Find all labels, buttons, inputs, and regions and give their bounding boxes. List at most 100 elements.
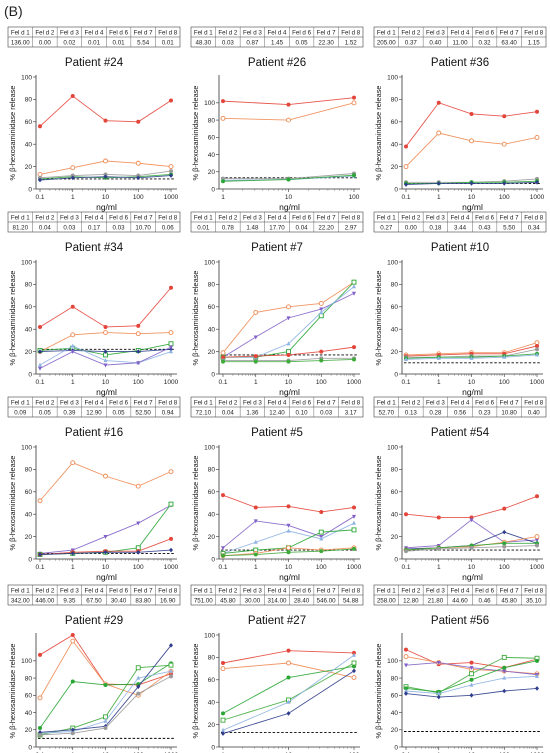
table-value-cell: 258.00 xyxy=(377,598,396,605)
data-point xyxy=(136,521,141,526)
data-point xyxy=(286,660,291,666)
data-point xyxy=(286,359,291,364)
table-header-cell: Fel d 1 xyxy=(194,400,213,407)
x-axis-label: ng/ml xyxy=(279,387,300,397)
data-point xyxy=(168,662,174,668)
table-value-cell: 0.87 xyxy=(246,40,259,47)
data-point xyxy=(221,711,225,716)
y-tick-label: 80 xyxy=(25,675,33,682)
table-value-cell: 0.40 xyxy=(528,410,541,417)
table-value-cell: 1.52 xyxy=(345,40,358,47)
data-point xyxy=(404,688,408,693)
table-value-cell: 0.40 xyxy=(429,40,442,47)
y-tick-label: 80 xyxy=(25,467,33,474)
data-point xyxy=(436,130,442,136)
data-point xyxy=(70,731,75,736)
table-header-cell: Fel d 8 xyxy=(524,400,543,407)
table-value-cell: 751.00 xyxy=(194,598,213,605)
table-header-cell: Fel d 2 xyxy=(35,215,54,222)
x-tick-label: 1 xyxy=(221,194,225,201)
data-point xyxy=(70,165,76,171)
data-point xyxy=(502,506,507,511)
table-value-cell: 0.04 xyxy=(296,225,309,232)
table-header-cell: Fel d 8 xyxy=(524,30,543,37)
y-tick-label: 20 xyxy=(208,722,216,729)
table-header-cell: Fel d 1 xyxy=(11,30,30,37)
y-tick-label: 0 xyxy=(211,744,215,751)
data-point xyxy=(169,668,173,673)
data-point xyxy=(286,528,291,533)
table-value-cell: 0.00 xyxy=(39,40,52,47)
data-point xyxy=(404,357,408,362)
chart-panel: Fel d 1 751.00 Fel d 2 45.80 Fel d 3 30.00 Fel… xyxy=(190,584,364,753)
y-tick-label: 60 xyxy=(208,489,216,496)
table-value-cell: 63.40 xyxy=(501,40,517,47)
data-point xyxy=(221,99,225,104)
table-value-cell: 0.17 xyxy=(88,225,101,232)
data-point xyxy=(502,688,507,694)
y-tick-label: 80 xyxy=(208,117,216,124)
data-point xyxy=(221,731,225,736)
y-tick-label: 100 xyxy=(387,259,398,266)
chart-title: Patient #27 xyxy=(248,615,306,627)
table-header-cell: Fel d 2 xyxy=(401,400,420,407)
data-point xyxy=(436,515,441,520)
data-point xyxy=(169,547,173,553)
y-tick-label: 80 xyxy=(391,467,399,474)
table-header-cell: Fel d 4 xyxy=(85,588,104,595)
table-value-cell: 136.00 xyxy=(11,40,30,47)
y-tick-label: 40 xyxy=(25,327,33,334)
data-point xyxy=(253,552,258,557)
data-point xyxy=(169,643,173,648)
data-point xyxy=(103,718,108,723)
table-header-cell: Fel d 6 xyxy=(109,588,128,595)
data-point xyxy=(253,335,258,340)
table-header-cell: Fel d 3 xyxy=(426,588,445,595)
table-value-cell: 0.05 xyxy=(113,410,126,417)
table-header-cell: Fel d 2 xyxy=(218,215,237,222)
series-line xyxy=(223,286,355,358)
table-value-cell: 0.32 xyxy=(479,40,492,47)
data-point xyxy=(535,658,539,663)
table-header-cell: Fel d 3 xyxy=(60,30,79,37)
data-point xyxy=(221,727,225,732)
y-axis-label: % β-hexosaminidase release xyxy=(8,270,17,365)
table-value-cell: 0.09 xyxy=(14,410,27,417)
data-point xyxy=(469,138,474,144)
y-tick-label: 80 xyxy=(391,97,399,104)
data-point xyxy=(502,675,507,680)
table-value-cell: 16.90 xyxy=(160,598,176,605)
y-axis-label: % β-hexosaminidase release xyxy=(191,270,200,365)
chart-panel: Fel d 1 0.01 Fel d 2 0.78 Fel d 3 1.48 Fel d 4… xyxy=(190,211,364,397)
y-tick-label: 40 xyxy=(25,142,33,149)
data-point xyxy=(136,361,141,366)
table-header-cell: Fel d 4 xyxy=(451,400,470,407)
table-value-cell: 5.54 xyxy=(137,40,150,47)
table-value-cell: 30.00 xyxy=(245,598,261,605)
data-point xyxy=(502,665,507,670)
data-point xyxy=(70,175,75,181)
table-value-cell: 0.01 xyxy=(162,40,175,47)
table-header-cell: Fel d 2 xyxy=(35,400,54,407)
y-tick-label: 80 xyxy=(391,675,399,682)
data-point xyxy=(286,341,291,346)
table-value-cell: 12.90 xyxy=(86,410,102,417)
data-point xyxy=(351,675,357,681)
x-tick-label: 0.1 xyxy=(218,379,227,386)
data-point xyxy=(502,544,507,549)
y-tick-label: 80 xyxy=(208,467,216,474)
data-point xyxy=(469,671,474,677)
data-point xyxy=(136,175,141,181)
data-point xyxy=(469,693,474,698)
data-point xyxy=(253,309,259,315)
data-point xyxy=(103,158,108,164)
table-value-cell: 0.34 xyxy=(528,225,541,232)
x-tick-label: 10 xyxy=(102,194,110,201)
chart-panel: Fel d 1 48.30 Fel d 2 0.03 Fel d 3 0.87 Fel d … xyxy=(190,26,364,212)
y-tick-label: 40 xyxy=(391,142,399,149)
data-point xyxy=(136,549,141,555)
table-header-cell: Fel d 6 xyxy=(109,400,128,407)
table-value-cell: 342.00 xyxy=(11,598,30,605)
table-value-cell: 0.01 xyxy=(88,40,101,47)
data-point xyxy=(286,117,291,123)
